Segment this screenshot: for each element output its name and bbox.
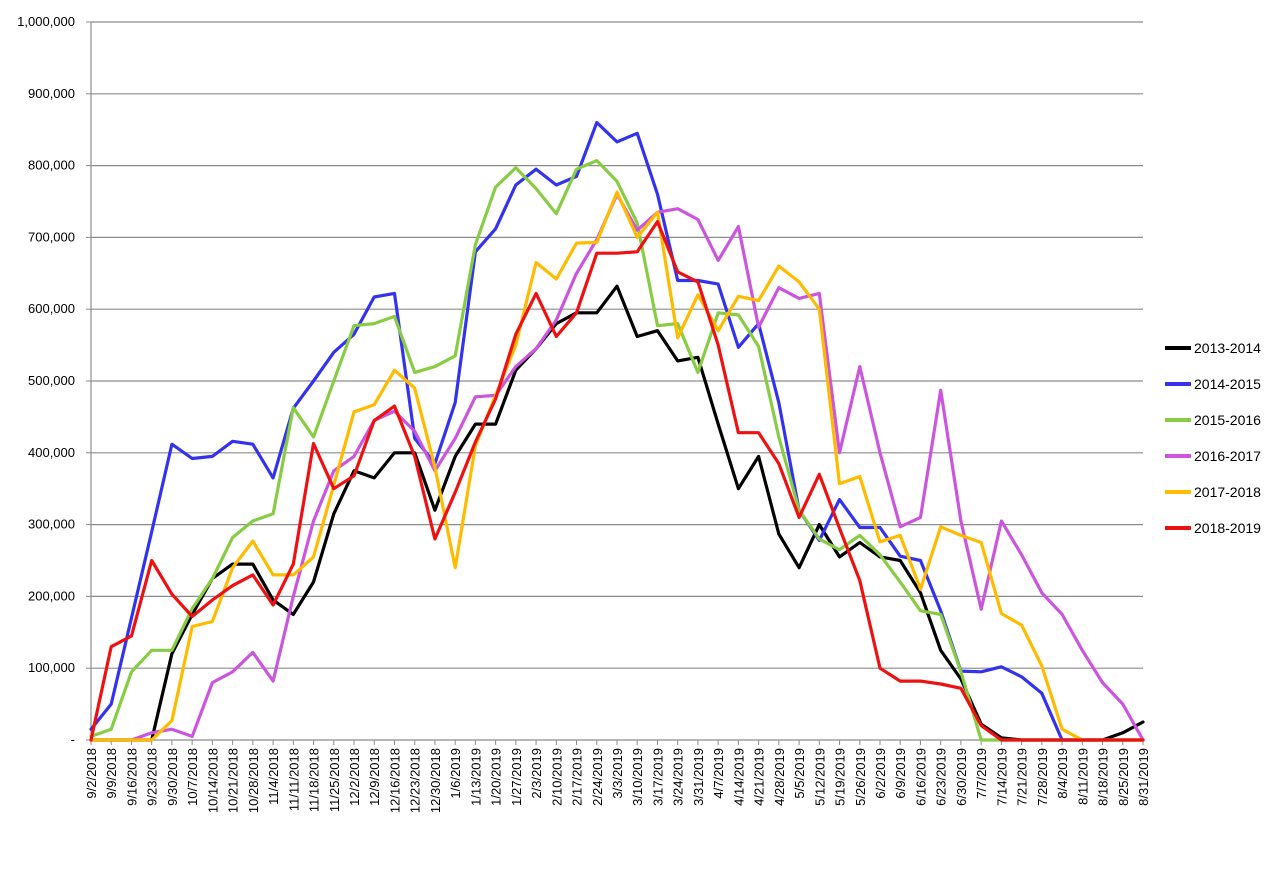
x-tick-label: 6/23/2019 (934, 748, 949, 806)
series-line-2017-2018 (89, 190, 1145, 742)
x-tick-label: 8/4/2019 (1055, 748, 1070, 799)
x-tick-label: 2/3/2019 (529, 748, 544, 799)
y-tick-label: 900,000 (28, 86, 75, 101)
x-tick-label: 5/5/2019 (792, 748, 807, 799)
legend-label: 2016-2017 (1194, 448, 1261, 464)
y-tick-label: 300,000 (28, 517, 75, 532)
x-tick-label: 10/21/2018 (226, 748, 241, 813)
series-line-2016-2017 (89, 192, 1145, 742)
x-tick-label: 12/23/2018 (408, 748, 423, 813)
x-tick-label: 2/10/2019 (549, 748, 564, 806)
x-tick-label: 3/3/2019 (610, 748, 625, 799)
x-tick-label: 8/31/2019 (1136, 748, 1151, 806)
x-tick-label: 9/2/2018 (84, 748, 99, 799)
x-tick-label: 9/16/2018 (124, 748, 139, 806)
x-tick-label: 12/16/2018 (387, 748, 402, 813)
y-tick-label: 400,000 (28, 445, 75, 460)
y-tick-label: 200,000 (28, 588, 75, 603)
x-tick-label: 3/24/2019 (671, 748, 686, 806)
legend: 2013-2014 2014-2015 2015-2016 2016-2017 2017… (1165, 340, 1261, 536)
x-tick-label: 4/14/2019 (731, 748, 746, 806)
x-tick-label: 3/17/2019 (650, 748, 665, 806)
x-tick-label: 6/30/2019 (954, 748, 969, 806)
y-tick-label: - (71, 732, 75, 747)
legend-label: 2018-2019 (1194, 520, 1261, 536)
x-tick-label: 8/11/2019 (1075, 748, 1090, 805)
x-tick-label: 10/14/2018 (205, 748, 220, 813)
y-axis: - 100,000 200,000 300,000 400,000 500,000 600,… (17, 14, 92, 747)
x-tick-label: 7/21/2019 (1015, 748, 1030, 806)
x-tick-label: 1/13/2019 (468, 748, 483, 806)
y-tick-label: 700,000 (28, 229, 75, 244)
x-tick-label: 11/25/2018 (327, 748, 342, 812)
legend-label: 2013-2014 (1194, 340, 1261, 356)
x-tick-label: 4/21/2019 (752, 748, 767, 806)
x-tick-label: 12/2/2018 (347, 748, 362, 806)
legend-label: 2014-2015 (1194, 376, 1261, 392)
x-tick-label: 2/17/2019 (570, 748, 585, 806)
x-tick-label: 4/7/2019 (711, 748, 726, 799)
y-tick-label: 100,000 (28, 660, 75, 675)
x-tick-label: 9/23/2018 (145, 748, 160, 806)
x-tick-label: 6/16/2019 (913, 748, 928, 806)
x-tick-label: 4/28/2019 (772, 748, 787, 806)
x-tick-label: 12/9/2018 (367, 748, 382, 806)
x-tick-label: 11/11/2018 (286, 748, 301, 811)
x-tick-label: 6/2/2019 (873, 748, 888, 799)
legend-label: 2015-2016 (1194, 412, 1261, 428)
y-tick-label: 800,000 (28, 158, 75, 173)
x-tick-label: 11/18/2018 (307, 748, 322, 812)
x-tick-label: 6/9/2019 (893, 748, 908, 799)
x-tick-label: 11/4/2018 (266, 748, 281, 805)
x-tick-label: 2/24/2019 (590, 748, 605, 806)
x-tick-label: 7/14/2019 (994, 748, 1009, 806)
x-tick-label: 1/6/2019 (448, 748, 463, 799)
legend-label: 2017-2018 (1194, 484, 1261, 500)
x-tick-label: 3/10/2019 (630, 748, 645, 806)
series-line-2015-2016 (89, 159, 1145, 742)
x-tick-label: 5/12/2019 (812, 748, 827, 806)
x-tick-label: 1/27/2019 (509, 748, 524, 806)
x-tick-label: 7/28/2019 (1035, 748, 1050, 806)
gridlines (91, 21, 1143, 669)
x-tick-label: 5/19/2019 (833, 748, 848, 806)
x-axis: 9/2/2018 9/9/2018 9/16/2018 9/23/2018 9/30/2… (84, 739, 1151, 813)
x-tick-label: 12/30/2018 (428, 748, 443, 813)
x-tick-label: 10/28/2018 (246, 748, 261, 813)
x-tick-label: 8/25/2019 (1116, 748, 1131, 806)
x-tick-label: 8/18/2019 (1096, 748, 1111, 806)
series-line-2014-2015 (89, 120, 1145, 742)
x-tick-label: 1/20/2019 (489, 748, 504, 806)
x-tick-label: 10/7/2018 (185, 748, 200, 806)
x-tick-label: 9/30/2018 (165, 748, 180, 806)
x-tick-label: 7/7/2019 (974, 748, 989, 799)
x-tick-label: 5/26/2019 (853, 748, 868, 806)
x-tick-label: 9/9/2018 (104, 748, 119, 799)
y-tick-label: 500,000 (28, 373, 75, 388)
y-tick-label: 1,000,000 (17, 14, 75, 29)
y-tick-label: 600,000 (28, 301, 75, 316)
x-tick-label: 3/31/2019 (691, 748, 706, 806)
series-lines (89, 120, 1145, 742)
series-line-2018-2019 (89, 220, 1145, 742)
